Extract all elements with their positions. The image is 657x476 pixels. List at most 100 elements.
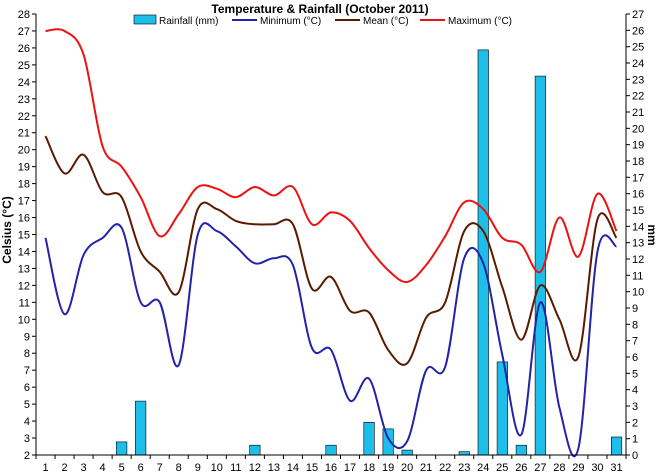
right-tick-label: 4 <box>632 385 638 397</box>
x-tick-label: 31 <box>610 462 622 474</box>
x-tick-label: 14 <box>287 462 299 474</box>
x-tick-label: 13 <box>268 462 280 474</box>
left-axis-title: Celsius (°C) <box>0 196 14 263</box>
x-tick-label: 3 <box>81 462 87 474</box>
x-tick-label: 29 <box>572 462 584 474</box>
left-tick-label: 23 <box>18 94 30 106</box>
mean-line <box>44 135 618 366</box>
right-tick-label: 15 <box>632 205 644 217</box>
right-axis-title: mm <box>645 224 657 245</box>
left-tick-label: 20 <box>18 145 30 157</box>
left-tick-label: 26 <box>18 43 30 55</box>
left-tick-label: 8 <box>24 348 30 360</box>
right-tick-label: 14 <box>632 221 644 233</box>
x-tick-label: 23 <box>458 462 470 474</box>
x-tick-label: 19 <box>382 462 394 474</box>
left-tick-label: 28 <box>18 9 30 21</box>
right-tick-label: 10 <box>632 287 644 299</box>
right-tick-label: 12 <box>632 254 644 266</box>
left-tick-label: 24 <box>18 77 30 89</box>
x-tick-label: 30 <box>591 462 603 474</box>
x-tick-label: 27 <box>534 462 546 474</box>
x-tick-label: 22 <box>439 462 451 474</box>
x-tick-label: 5 <box>119 462 125 474</box>
legend-swatch-rainfall <box>133 14 157 25</box>
legend-label-rainfall: Rainfall (mm) <box>159 16 218 27</box>
x-tick-label: 16 <box>325 462 337 474</box>
left-tick-label: 18 <box>18 179 30 191</box>
minimum-line <box>44 222 618 458</box>
legend-label-mean: Mean (°C) <box>363 16 409 27</box>
right-tick-label: 23 <box>632 74 644 86</box>
rainfall-bar-day-5 <box>116 441 128 456</box>
right-tick-label: 8 <box>632 319 638 331</box>
left-tick-label: 13 <box>18 263 30 275</box>
x-tick-label: 7 <box>157 462 163 474</box>
right-tick-label: 21 <box>632 107 644 119</box>
right-tick-label: 5 <box>632 368 638 380</box>
right-tick-label: 7 <box>632 336 638 348</box>
right-tick-label: 18 <box>632 156 644 168</box>
right-tick-label: 3 <box>632 401 638 413</box>
right-tick-label: 2 <box>632 417 638 429</box>
x-tick-label: 10 <box>211 462 223 474</box>
left-tick-label: 19 <box>18 162 30 174</box>
x-tick-label: 26 <box>515 462 527 474</box>
temperature-lines <box>44 28 618 458</box>
rainfall-bars <box>116 49 623 456</box>
rainfall-bar-day-20 <box>401 449 413 456</box>
left-tick-label: 10 <box>18 314 30 326</box>
left-tick-label: 27 <box>18 26 30 38</box>
right-tick-label: 0 <box>632 450 638 462</box>
x-tick-label: 28 <box>553 462 565 474</box>
x-tick-label: 25 <box>496 462 508 474</box>
right-axis-ticks: 0123456789101112131415161718192021222324… <box>626 9 644 462</box>
right-tick-label: 6 <box>632 352 638 364</box>
left-tick-label: 5 <box>24 399 30 411</box>
x-tick-label: 20 <box>401 462 413 474</box>
x-axis-ticks: 1 2 3 4 5 6 7 8 9 10 11 12 13 14 15 16 17 18 19 20 21 22 23 24 2… <box>35 455 627 474</box>
right-tick-label: 24 <box>632 58 644 70</box>
x-tick-label: 4 <box>100 462 106 474</box>
left-tick-label: 11 <box>19 297 30 309</box>
left-tick-label: 2 <box>24 450 30 462</box>
rainfall-bar-day-6 <box>135 400 147 456</box>
x-tick-label: 12 <box>249 462 261 474</box>
left-tick-label: 6 <box>24 382 30 394</box>
left-axis-ticks: 2345678910111213141516171819202122232425… <box>18 9 36 462</box>
rainfall-bar-day-12 <box>249 444 261 456</box>
left-tick-label: 12 <box>18 280 30 292</box>
right-tick-label: 11 <box>632 270 643 282</box>
x-tick-label: 1 <box>42 462 48 474</box>
left-tick-label: 4 <box>24 416 30 428</box>
x-tick-label: 21 <box>420 462 432 474</box>
right-tick-label: 22 <box>632 91 644 103</box>
left-tick-label: 15 <box>18 230 30 242</box>
right-tick-label: 27 <box>632 9 644 21</box>
x-tick-label: 24 <box>477 462 489 474</box>
chart-title: Temperature & Rainfall (October 2011) <box>211 2 428 16</box>
x-tick-label: 18 <box>363 462 375 474</box>
left-tick-label: 9 <box>24 331 30 343</box>
right-tick-label: 25 <box>632 42 644 54</box>
rainfall-bar-day-31 <box>610 436 623 456</box>
right-tick-label: 1 <box>632 434 638 446</box>
x-tick-label: 8 <box>176 462 182 474</box>
right-tick-label: 26 <box>632 25 644 37</box>
rainfall-bar-day-26 <box>515 444 527 456</box>
left-tick-label: 7 <box>24 365 30 377</box>
right-tick-label: 9 <box>632 303 638 315</box>
x-tick-label: 17 <box>344 462 356 474</box>
rainfall-bar-day-16 <box>325 444 337 456</box>
maximum-line <box>45 28 618 284</box>
left-tick-label: 25 <box>18 60 30 72</box>
right-tick-label: 17 <box>632 172 644 184</box>
x-tick-label: 15 <box>306 462 318 474</box>
left-tick-label: 22 <box>18 111 30 123</box>
x-tick-label: 6 <box>138 462 144 474</box>
legend: Rainfall (mm) Minimum (°C) Mean (°C) Max… <box>133 14 512 27</box>
legend-label-minimum: Minimum (°C) <box>260 16 321 27</box>
rainfall-bar-day-24 <box>477 49 489 456</box>
legend-label-maximum: Maximum (°C) <box>448 16 512 27</box>
left-tick-label: 16 <box>18 213 30 225</box>
